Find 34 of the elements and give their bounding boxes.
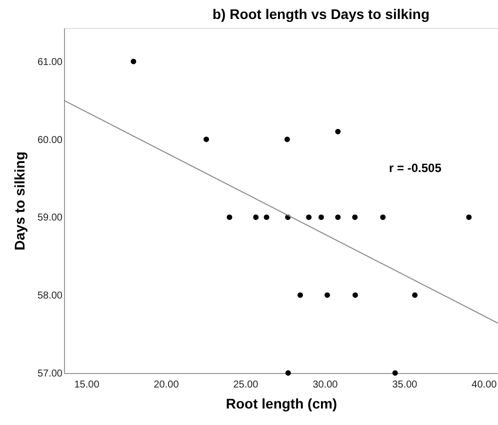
annotation: r = -0.505: [389, 161, 442, 175]
point: [204, 136, 210, 142]
x-tick-label: 25.00: [233, 380, 259, 390]
point: [380, 214, 386, 220]
x-axis-title: Root length (cm): [226, 396, 338, 412]
chart-title: b) Root length vs Days to silking: [212, 6, 430, 22]
y-axis-title: Days to silking: [11, 152, 28, 250]
point: [285, 370, 291, 376]
x-tick-label: 15.00: [74, 380, 100, 390]
y-tick-label: 57.00: [37, 368, 63, 380]
x-tick-label: 35.00: [392, 380, 418, 390]
point: [335, 128, 341, 134]
point: [324, 292, 330, 298]
point: [264, 214, 270, 220]
x-tick-label: 20.00: [154, 380, 180, 390]
point: [412, 292, 418, 298]
point: [130, 58, 136, 64]
x-tick-label: 40.00: [472, 380, 498, 390]
point: [352, 292, 358, 298]
y-tick-label: 60.00: [37, 134, 63, 146]
point: [466, 214, 472, 220]
point: [284, 136, 290, 142]
y-tick-label: 61.00: [37, 56, 63, 68]
y-tick-label: 59.00: [37, 212, 63, 224]
point: [318, 214, 324, 220]
x-tick-label: 30.00: [312, 380, 338, 390]
point: [352, 214, 358, 220]
point: [226, 214, 232, 220]
point: [392, 370, 398, 376]
point: [253, 214, 259, 220]
point: [335, 214, 341, 220]
point: [297, 292, 303, 298]
point: [306, 214, 312, 220]
y-tick-label: 58.00: [37, 290, 63, 302]
